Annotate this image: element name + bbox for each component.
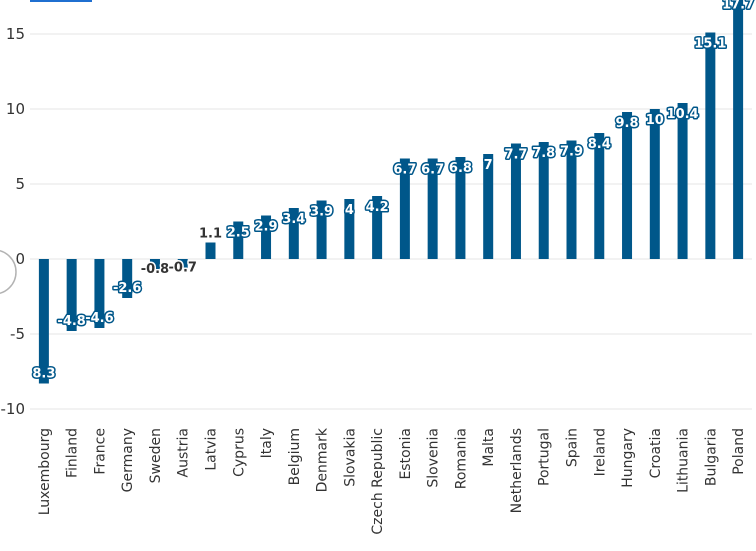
bars [38, 0, 744, 384]
data-label: 15.1 [694, 37, 726, 52]
bar[interactable] [677, 103, 688, 259]
bar[interactable] [399, 158, 410, 260]
x-tick-label: Latvia [204, 428, 220, 471]
x-tick-label: Denmark [315, 427, 331, 492]
x-tick-label: Portugal [537, 428, 553, 486]
x-tick-label: Italy [259, 428, 275, 458]
data-label: 6.7 [393, 163, 416, 178]
data-label: -0.7 [169, 261, 197, 276]
data-label: 9.8 [616, 116, 639, 131]
data-label: 6.8 [449, 161, 472, 176]
bar[interactable] [733, 0, 744, 259]
bar[interactable] [38, 259, 49, 384]
x-tick-label: Cyprus [231, 428, 247, 477]
x-tick-label: Finland [65, 428, 81, 478]
y-axis: 15 10 5 0 -5 -10 [1, 25, 26, 418]
bar[interactable] [177, 259, 188, 270]
data-label: 7.7 [504, 148, 527, 163]
x-tick-label: Estonia [398, 428, 414, 480]
bar[interactable] [455, 157, 466, 259]
bar[interactable] [122, 259, 133, 298]
bar[interactable] [66, 259, 77, 331]
bar[interactable] [149, 259, 160, 271]
x-tick-label: Malta [481, 428, 497, 467]
bar[interactable] [316, 200, 327, 260]
bar[interactable] [288, 208, 299, 259]
bar[interactable] [372, 196, 383, 259]
side-scroll-badge[interactable] [0, 250, 17, 294]
x-tick-label: Sweden [148, 428, 164, 483]
bar[interactable] [94, 259, 105, 328]
bar[interactable] [427, 158, 438, 260]
y-tick-label: -10 [1, 400, 26, 418]
data-label: 6.7 [421, 163, 444, 178]
x-tick-label: Croatia [648, 428, 664, 478]
data-label: 4 [345, 203, 354, 218]
data-label: 7 [484, 158, 493, 173]
x-tick-label: Germany [120, 428, 136, 492]
data-label: 7.9 [560, 145, 583, 160]
bar[interactable] [649, 109, 660, 259]
x-tick-label: Lithuania [676, 428, 692, 493]
data-label: 2.5 [227, 226, 250, 241]
y-tick-label: -5 [10, 325, 25, 343]
data-label: 10 [646, 113, 664, 128]
data-label: 17.7 [722, 0, 754, 13]
bar[interactable] [705, 32, 716, 260]
data-label: 8.3 [32, 367, 55, 382]
bar[interactable] [233, 221, 244, 260]
x-tick-label: Poland [731, 428, 747, 475]
bar[interactable] [483, 154, 494, 259]
bar[interactable] [538, 142, 549, 259]
y-tick-label: 0 [15, 250, 25, 268]
x-tick-label: Hungary [620, 428, 636, 488]
data-labels: 8.3 -4.8 -4.6-2.6-0.8 -0.7 1.1 2.5 2.9 3.4 3.9 4 4… [31, 0, 756, 383]
bar[interactable] [344, 199, 355, 259]
data-label: -0.8 [141, 262, 169, 277]
y-tick-label: 5 [15, 175, 25, 193]
x-tick-label: Austria [176, 428, 192, 477]
data-label: -4.6 [85, 311, 113, 326]
x-tick-label: Bulgaria [703, 428, 719, 486]
top-accent-bar [30, 0, 92, 2]
x-tick-label: Slovenia [426, 428, 442, 488]
data-label: 7.8 [532, 146, 555, 161]
data-label: -4.8 [57, 314, 85, 329]
bar[interactable] [205, 242, 216, 260]
gridlines [30, 33, 752, 410]
x-tick-label: France [92, 428, 108, 475]
x-tick-label: Netherlands [509, 428, 525, 513]
data-label: 3.4 [282, 212, 305, 227]
data-label: 8.4 [588, 137, 611, 152]
data-label: -2.6 [113, 281, 141, 296]
bar[interactable] [261, 215, 272, 260]
x-tick-label: Ireland [592, 428, 608, 476]
data-label: 2.9 [255, 220, 278, 235]
y-tick-label: 10 [6, 100, 25, 118]
x-tick-label: Czech Republic [370, 428, 386, 535]
data-label: 4.2 [366, 200, 389, 215]
bar[interactable] [594, 133, 605, 259]
x-tick-label: Belgium [287, 428, 303, 485]
x-tick-label: Spain [565, 428, 581, 467]
x-tick-label: Slovakia [342, 428, 358, 487]
x-tick-label: Luxembourg [37, 428, 53, 515]
data-label: 10.4 [667, 107, 699, 122]
x-tick-label: Romania [453, 428, 469, 489]
bar[interactable] [622, 112, 633, 259]
bar[interactable] [510, 143, 521, 260]
data-label: 1.1 [199, 227, 222, 242]
x-axis: Luxembourg Finland France Germany Sweden Aust… [37, 427, 747, 534]
data-label: 3.9 [310, 205, 333, 220]
y-tick-label: 15 [6, 25, 25, 43]
bar[interactable] [566, 140, 577, 260]
